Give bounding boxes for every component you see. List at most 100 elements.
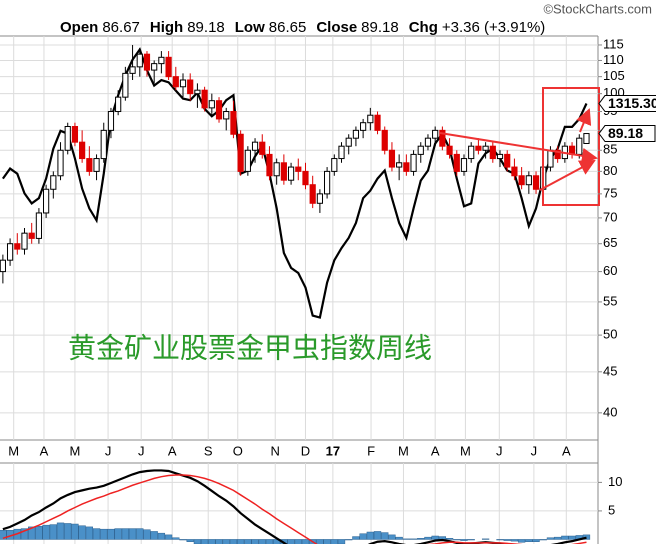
candle-body — [554, 149, 561, 160]
candle-body — [295, 166, 302, 172]
x-tick-label: M — [8, 443, 19, 458]
header-close: 89.18 — [361, 19, 399, 36]
histogram-bar — [71, 523, 79, 540]
candle-body — [100, 129, 107, 160]
candle-body — [107, 111, 115, 131]
histogram-bar — [366, 531, 374, 540]
candle-body — [583, 133, 590, 144]
candle-body — [115, 96, 122, 113]
histogram-bar — [222, 539, 230, 544]
histogram-bar — [215, 539, 223, 544]
annotation: 黄金矿业股票金甲虫指数周线 — [68, 332, 432, 365]
candle-body — [424, 137, 432, 147]
header-high: 89.18 — [187, 19, 225, 36]
histogram-bar — [460, 539, 468, 541]
histogram-bar — [582, 534, 591, 540]
candle-body — [475, 145, 482, 151]
candle-body — [172, 76, 179, 88]
x-tick-label: A — [168, 443, 177, 458]
histogram-bar — [431, 535, 439, 540]
candle-body — [381, 129, 388, 151]
x-tick-label: M — [460, 443, 471, 458]
y-tick-label: 110 — [603, 52, 624, 67]
histogram-bar — [251, 539, 259, 544]
histogram-bar — [150, 531, 158, 540]
histogram-bar — [417, 538, 425, 540]
histogram-bar — [352, 536, 360, 540]
histogram-bar — [85, 526, 93, 540]
header-low-label: Low — [235, 19, 265, 36]
header-chg: +3.36 (+3.91%) — [442, 19, 545, 36]
histogram-bar — [100, 528, 108, 540]
histogram-bar — [481, 538, 490, 540]
arrow — [539, 160, 596, 191]
histogram-bar — [373, 531, 382, 540]
y-tick-label: 5 — [608, 502, 615, 517]
candle-body — [251, 141, 259, 151]
candle-body — [244, 149, 251, 172]
candle-body — [93, 158, 100, 172]
candle-body — [453, 153, 460, 172]
histogram-bar — [568, 535, 576, 540]
histogram-bar — [301, 539, 310, 544]
histogram-bar — [287, 539, 295, 544]
candle-body — [302, 170, 309, 186]
candle-body — [504, 153, 511, 168]
x-tick-label: O — [233, 443, 243, 458]
candle-body — [136, 53, 143, 68]
histogram-bar — [208, 539, 216, 544]
histogram-bar — [359, 533, 367, 540]
histogram-bar — [525, 539, 533, 542]
x-tick-label: J — [105, 443, 112, 458]
candle-body — [201, 89, 208, 109]
candle-body — [50, 175, 57, 190]
y-tick-label: 80 — [603, 163, 617, 178]
x-tick-label: A — [40, 443, 49, 458]
header-text: Open 86.67 High 89.18 Low 86.65 Close 89.18 Chg +… — [60, 19, 545, 36]
y-tick-label: 55 — [603, 293, 617, 308]
header-open: 86.67 — [102, 19, 140, 36]
histogram-bar — [467, 539, 475, 541]
candle-body — [187, 79, 194, 95]
y-tick-label: 115 — [603, 36, 624, 51]
histogram-bar — [388, 534, 396, 540]
header: Open 86.67 High 89.18 Low 86.65 Close 89.18 Chg +… — [60, 19, 545, 36]
candle-body — [129, 66, 136, 74]
histogram-bar — [453, 539, 461, 541]
source: ©StockCharts.com — [543, 1, 652, 16]
histogram-bar — [532, 539, 540, 542]
candle-body — [215, 100, 223, 120]
header-low: 86.65 — [269, 19, 307, 36]
histogram-bar — [35, 526, 43, 540]
value-label: 1315.30 — [608, 95, 656, 111]
y-tick-label: 60 — [603, 263, 617, 278]
candle-body — [280, 162, 287, 181]
header-open-label: Open — [60, 19, 98, 36]
histogram-bar — [424, 536, 432, 540]
histogram-bar — [554, 536, 562, 540]
histogram-bar — [517, 539, 526, 543]
candle-body — [331, 158, 338, 172]
candle-body — [338, 145, 345, 160]
candle-body — [360, 122, 367, 131]
header-chg-label: Chg — [409, 19, 438, 36]
histogram-bar — [107, 528, 115, 540]
candle-body — [122, 72, 129, 98]
histogram-bar — [28, 526, 36, 540]
candle-body — [367, 114, 374, 124]
histogram-bar — [244, 539, 252, 544]
x-tick-label: J — [531, 443, 538, 458]
candle-body — [489, 145, 496, 160]
value-tag — [598, 125, 656, 143]
y-tick-label: 10 — [608, 474, 622, 489]
candle-body — [151, 63, 158, 71]
candle-body — [86, 158, 93, 172]
arrow — [439, 132, 598, 164]
histogram-bar — [229, 539, 238, 544]
histogram-bar — [193, 539, 202, 544]
histogram-bar — [337, 539, 346, 544]
x-tick-label: M — [398, 443, 409, 458]
candle-body — [223, 111, 230, 120]
candle-body — [266, 153, 273, 177]
histogram-bar — [510, 539, 519, 542]
